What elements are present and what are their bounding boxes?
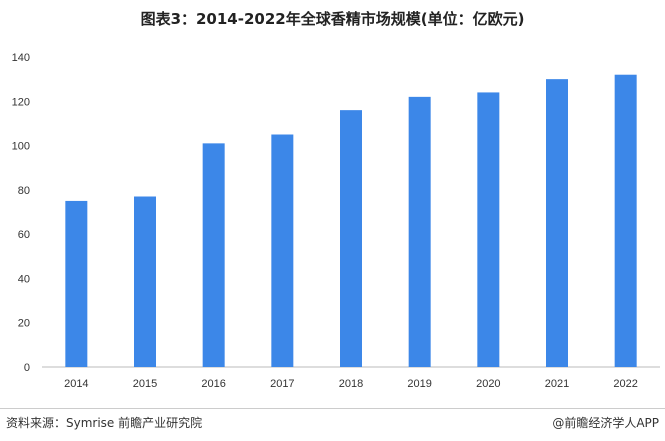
brand-credit: @前瞻经济学人APP — [552, 416, 659, 430]
y-tick-label: 20 — [18, 318, 30, 330]
bar-2019 — [408, 96, 431, 367]
x-tick-label: 2019 — [407, 378, 431, 390]
bar-2017 — [271, 134, 294, 367]
bar-2022 — [614, 74, 637, 367]
y-tick-label: 140 — [12, 52, 30, 64]
bar-2021 — [546, 79, 568, 368]
y-tick-label: 80 — [18, 185, 30, 197]
bar-chart: 0 20 40 60 80 100 120 140 2014 2015 2016 2017 2018 2… — [12, 52, 660, 390]
y-tick-label: 120 — [12, 96, 30, 108]
bar-2020 — [477, 92, 500, 367]
x-tick-label: 2022 — [613, 378, 637, 390]
bar-2018 — [340, 110, 362, 368]
y-tick-label: 0 — [24, 362, 30, 374]
y-tick-label: 100 — [12, 141, 30, 153]
x-tick-label: 2020 — [476, 378, 500, 390]
footer: 资料来源：Symrise 前瞻产业研究院 @前瞻经济学人APP — [0, 408, 665, 439]
y-tick-label: 40 — [18, 273, 30, 285]
x-tick-label: 2017 — [270, 378, 294, 390]
x-tick-label: 2018 — [339, 378, 363, 390]
x-tick-label: 2021 — [545, 378, 569, 390]
x-tick-label: 2016 — [201, 378, 225, 390]
bar-2016 — [202, 143, 225, 367]
y-tick-label: 60 — [18, 229, 30, 241]
bar-2014 — [65, 200, 88, 367]
chart-title: 图表3：2014-2022年全球香精市场规模(单位：亿欧元) — [140, 10, 525, 28]
x-tick-label: 2015 — [133, 378, 157, 390]
source-note: 资料来源：Symrise 前瞻产业研究院 — [6, 416, 203, 430]
bar-2015 — [134, 196, 156, 367]
x-tick-label: 2014 — [64, 378, 88, 390]
